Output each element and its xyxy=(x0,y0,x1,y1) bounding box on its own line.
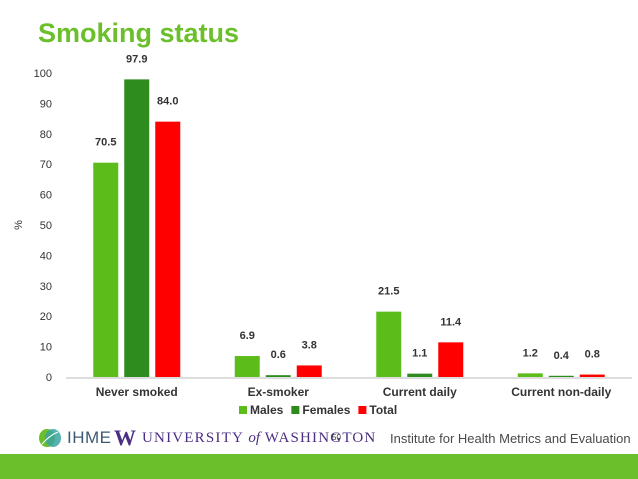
y-tick-label: 0 xyxy=(46,372,52,384)
bar-males-0 xyxy=(93,162,119,377)
bar-males-2 xyxy=(376,311,402,377)
uw-w-icon: W xyxy=(114,425,136,450)
bar-females-2 xyxy=(407,373,433,377)
uw-logo: W UNIVERSITY of WASHINGTON xyxy=(114,425,376,450)
bar-males-3 xyxy=(517,373,543,377)
y-tick-label: 30 xyxy=(40,281,52,293)
legend-label: Males xyxy=(250,403,284,417)
legend-swatch-males xyxy=(239,406,247,414)
uw-label-pre: UNIVERSITY xyxy=(142,429,244,446)
data-label: 21.5 xyxy=(378,286,399,298)
bar-total-3 xyxy=(579,374,605,377)
bottom-band xyxy=(0,454,638,479)
x-tick-label: Never smoked xyxy=(96,385,178,399)
y-tick-label: 20 xyxy=(40,311,52,323)
y-tick-label: 70 xyxy=(40,159,52,171)
page-number: 50 xyxy=(332,433,341,442)
data-label: 11.4 xyxy=(440,316,462,328)
x-tick-label: Ex-smoker xyxy=(248,385,310,399)
y-tick-label: 100 xyxy=(34,68,52,80)
y-tick-label: 50 xyxy=(40,220,52,232)
bar-males-1 xyxy=(234,356,260,377)
y-tick-label: 90 xyxy=(40,98,52,110)
bar-total-0 xyxy=(155,121,181,377)
data-label: 0.6 xyxy=(271,349,286,361)
data-label: 6.9 xyxy=(240,330,255,342)
legend-swatch-total xyxy=(358,406,367,414)
x-tick-label: Current daily xyxy=(383,385,457,399)
bar-total-2 xyxy=(438,342,464,377)
ihme-logo: IHME xyxy=(38,426,112,450)
legend-label: Females xyxy=(302,403,350,417)
smoking-status-chart: 0 10 20 30 40 50 60 70 80 90 100% 70.5 97.9 84.0 Never… xyxy=(13,53,632,417)
bar-females-3 xyxy=(548,375,574,377)
institute-name: Institute for Health Metrics and Evaluat… xyxy=(390,431,631,446)
uw-label-of: of xyxy=(248,429,261,446)
y-axis-label: % xyxy=(13,220,25,230)
data-label: 0.8 xyxy=(585,349,600,361)
ihme-leaf-icon xyxy=(39,429,61,447)
data-label: 3.8 xyxy=(302,339,317,351)
uw-wordmark: UNIVERSITY of WASHINGTON xyxy=(142,430,376,447)
data-label: 1.2 xyxy=(523,347,538,359)
x-tick-label: Current non-daily xyxy=(511,385,611,399)
y-tick-label: 10 xyxy=(40,342,52,354)
slide-title: Smoking status xyxy=(38,18,240,48)
uw-label-post: WASHINGTON xyxy=(264,429,377,446)
data-label: 1.1 xyxy=(412,348,427,360)
y-tick-label: 40 xyxy=(40,250,52,262)
data-label: 70.5 xyxy=(95,137,116,149)
data-label: 97.9 xyxy=(126,53,147,65)
bar-females-1 xyxy=(265,375,291,377)
y-tick-label: 80 xyxy=(40,129,52,141)
bar-females-0 xyxy=(124,79,150,377)
data-label: 0.4 xyxy=(554,350,570,362)
data-label: 84.0 xyxy=(157,96,178,108)
ihme-label: IHME xyxy=(67,428,112,447)
bar-total-1 xyxy=(296,365,322,377)
legend-swatch-females xyxy=(291,406,300,414)
y-tick-label: 60 xyxy=(40,190,52,202)
legend-label: Total xyxy=(369,403,397,417)
